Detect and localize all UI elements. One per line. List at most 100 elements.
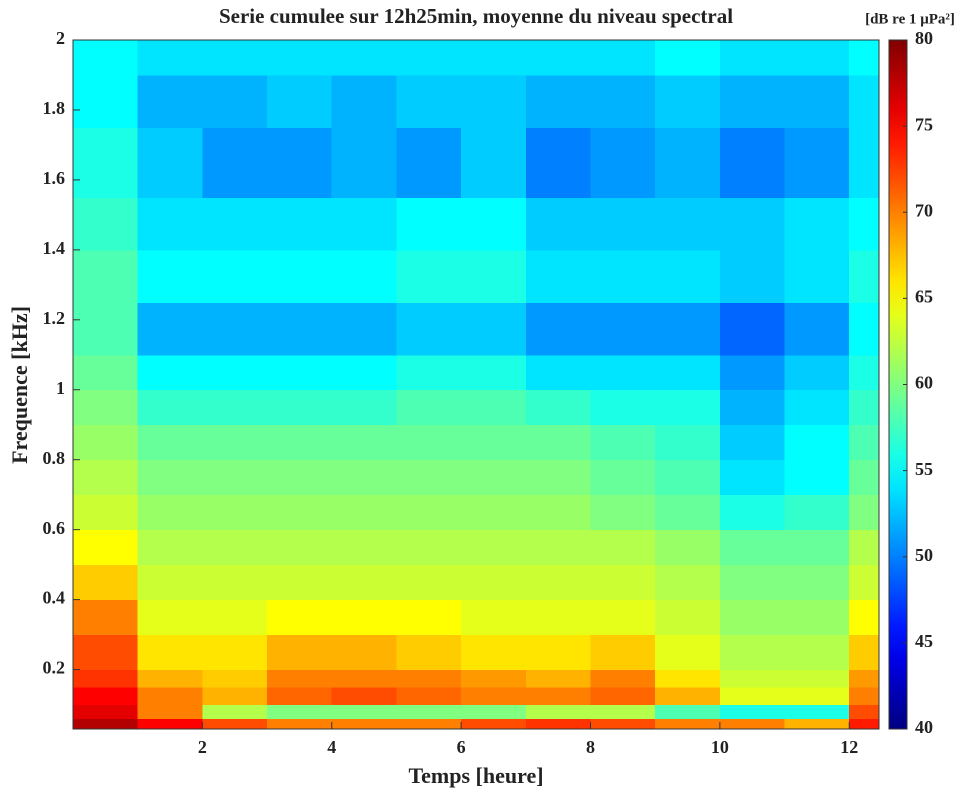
heat-cell [461, 494, 527, 531]
heat-cell [137, 197, 203, 251]
heat-cell [784, 494, 850, 531]
heat-cell [525, 599, 591, 636]
colorbar-tick-label: 50 [915, 545, 933, 565]
heat-cell [655, 74, 721, 128]
heat-cell [461, 704, 527, 720]
heat-cell [202, 197, 268, 251]
heat-cell [396, 687, 462, 706]
heat-cell [73, 197, 139, 251]
heat-cell [590, 718, 656, 730]
heat-cell [719, 687, 786, 706]
heat-cell [331, 669, 397, 688]
heat-cell [719, 354, 786, 391]
heat-cell [396, 389, 462, 426]
heat-cell [137, 669, 203, 688]
heat-cell [655, 249, 721, 303]
heat-cell [719, 389, 786, 426]
heat-cell [202, 249, 268, 303]
heat-cell [590, 40, 656, 76]
heat-cell [590, 669, 656, 688]
heat-cell [719, 459, 786, 496]
heat-cell [590, 74, 656, 128]
y-tick-label: 1.2 [43, 308, 66, 328]
heat-cell [73, 494, 139, 531]
heat-cell [784, 634, 850, 671]
heat-cell [461, 389, 527, 426]
heat-cell [267, 599, 333, 636]
heat-cell [267, 302, 333, 356]
heat-cell [784, 354, 850, 391]
y-tick-label: 0.6 [43, 518, 66, 538]
heat-cell [396, 634, 462, 671]
heat-cell [784, 564, 850, 601]
heat-cell [525, 718, 591, 730]
heat-cell [331, 389, 397, 426]
heat-cell [655, 687, 721, 706]
y-tick-label: 1.6 [43, 168, 66, 188]
heat-cell [849, 529, 880, 566]
heat-cell [202, 564, 268, 601]
heat-cell [73, 669, 139, 688]
heat-cell [719, 424, 786, 461]
heat-cell [849, 302, 880, 356]
heat-cell [267, 687, 333, 706]
heat-cell [655, 127, 721, 198]
heat-cell [73, 249, 139, 303]
heat-cell [849, 718, 880, 730]
heat-cell [73, 302, 139, 356]
heat-cell [590, 529, 656, 566]
y-tick-label: 1 [56, 378, 65, 398]
heat-cell [784, 249, 850, 303]
heat-cell [849, 494, 880, 531]
heat-cell [655, 704, 721, 720]
heat-cell [202, 494, 268, 531]
heat-cell [331, 459, 397, 496]
heat-cell [461, 687, 527, 706]
heat-cell [331, 354, 397, 391]
heat-cell [525, 40, 591, 76]
heat-cell [849, 564, 880, 601]
heat-cell [525, 249, 591, 303]
heat-cell [849, 669, 880, 688]
heat-cell [202, 459, 268, 496]
heat-cell [655, 718, 721, 730]
heat-cell [331, 687, 397, 706]
heat-cell [267, 354, 333, 391]
heat-cell [849, 687, 880, 706]
heat-cell [461, 197, 527, 251]
heat-cell [137, 74, 203, 128]
heat-cell [73, 529, 139, 566]
heat-cell [849, 127, 880, 198]
heat-cell [719, 704, 786, 720]
heat-cell [73, 127, 139, 198]
x-tick-label: 12 [840, 737, 858, 757]
heat-cell [461, 249, 527, 303]
heat-cell [267, 704, 333, 720]
heat-cell [784, 459, 850, 496]
heat-cell [719, 634, 786, 671]
heat-cell [202, 704, 268, 720]
heat-cell [849, 704, 880, 720]
y-tick-label: 1.4 [43, 238, 66, 258]
heat-cell [267, 249, 333, 303]
heat-cell [655, 40, 721, 76]
heat-cell [202, 634, 268, 671]
heat-cell [655, 424, 721, 461]
y-tick-label: 2 [56, 28, 65, 48]
heat-cell [73, 74, 139, 128]
heat-cell [73, 634, 139, 671]
heat-cell [73, 687, 139, 706]
heat-cell [331, 249, 397, 303]
heat-cell [719, 669, 786, 688]
heat-cell [590, 459, 656, 496]
heat-cell [73, 424, 139, 461]
heat-cell [396, 704, 462, 720]
heat-cell [73, 354, 139, 391]
heat-cell [525, 669, 591, 688]
heat-cell [525, 197, 591, 251]
heat-cell [137, 459, 203, 496]
heat-cell [655, 564, 721, 601]
heat-cell [655, 634, 721, 671]
heat-cell [267, 40, 333, 76]
heat-cell [331, 40, 397, 76]
